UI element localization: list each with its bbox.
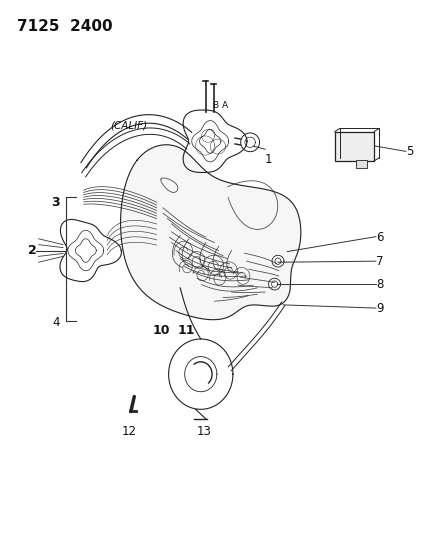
Text: 11: 11 [178, 324, 195, 337]
Text: 3: 3 [51, 196, 60, 209]
Text: 7125  2400: 7125 2400 [17, 19, 113, 34]
Text: 2: 2 [28, 244, 36, 257]
Bar [356, 160, 367, 168]
Text: (CALIF): (CALIF) [110, 120, 147, 130]
Text: 6: 6 [376, 231, 384, 244]
Text: 5: 5 [406, 146, 414, 158]
Text: 8: 8 [376, 278, 384, 290]
Text: 1: 1 [264, 154, 272, 166]
Text: 10: 10 [152, 324, 169, 337]
Text: 7: 7 [376, 255, 384, 268]
Bar [335, 132, 374, 161]
Text: 9: 9 [376, 302, 384, 314]
Text: A: A [222, 101, 228, 110]
Text: 12: 12 [121, 425, 136, 438]
Text: 4: 4 [52, 316, 60, 329]
Text: 13: 13 [196, 425, 211, 438]
Text: B: B [212, 101, 218, 110]
Polygon shape [121, 145, 301, 320]
